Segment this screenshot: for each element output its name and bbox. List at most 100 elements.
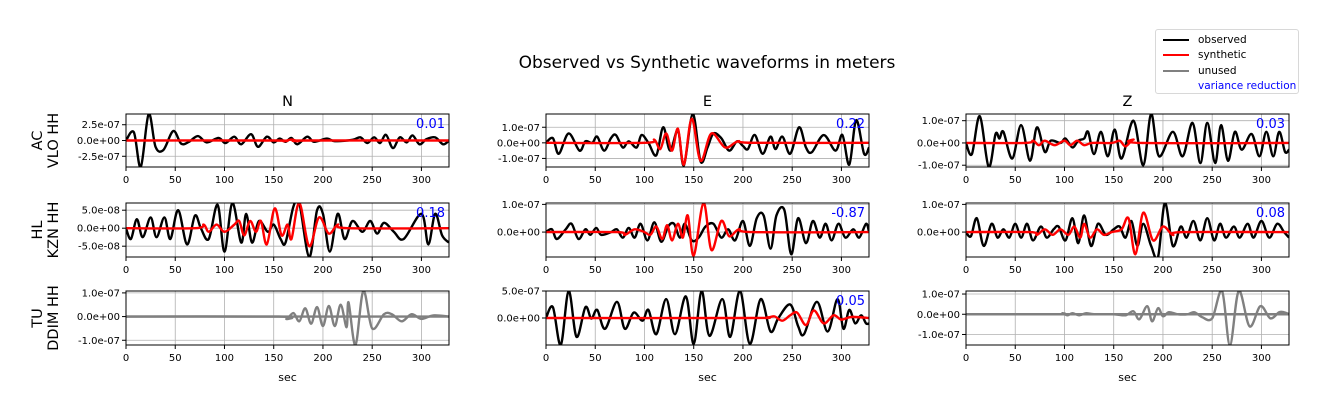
panel-ac-n: 2.5e-07 0.0e+00 -2.5e-07 0 50 100 150 200 250 300… (77, 113, 450, 186)
row-label-ac: AC VLO HH (30, 113, 62, 168)
legend-label-observed: observed (1198, 33, 1247, 46)
x-tick-label: 250 (363, 353, 382, 364)
legend-label-variance-reduction: variance reduction (1198, 80, 1297, 93)
x-tick-label: 100 (215, 265, 234, 276)
x-tick-label: 100 (635, 175, 654, 186)
y-tick-label: -1.0e-07 (498, 154, 540, 165)
x-tick-label: 150 (264, 265, 283, 276)
x-tick-label: 300 (1252, 353, 1271, 364)
y-tick-label: -2.5e-07 (78, 152, 120, 163)
y-tick-label: 0.0e+00 (497, 314, 540, 325)
x-tick-label: 100 (1055, 353, 1074, 364)
variance-reduction-label: 0.08 (1256, 206, 1285, 221)
panel-hl-n: 5.0e-08 0.0e+00 -5.0e-08 0 50 100 150 200 250 300… (77, 202, 450, 276)
y-tick-label: 0.0e+00 (77, 312, 120, 323)
variance-reduction-label: 0.01 (416, 117, 445, 132)
panel-frame (545, 202, 870, 258)
y-tick-label: 0.0e+00 (77, 136, 120, 147)
column-title-z: Z (1123, 94, 1133, 110)
x-tick-label: 300 (412, 265, 431, 276)
x-tick-label: 50 (169, 175, 182, 186)
x-tick-label: 150 (1104, 353, 1123, 364)
x-tick-label: 150 (1104, 175, 1123, 186)
x-tick-label: 250 (783, 353, 802, 364)
x-tick-label: 300 (832, 175, 851, 186)
observed-trace (546, 205, 869, 256)
row-label-hl: HL KZN HH (30, 202, 62, 259)
row-station-label: VLO HH (46, 113, 62, 168)
y-tick-label: 0.0e+00 (497, 138, 540, 149)
variance-reduction-label: 0.03 (1256, 117, 1285, 132)
y-tick-label: 0.0e+00 (497, 228, 540, 239)
row-network-label: HL (30, 221, 46, 240)
x-tick-label: 300 (832, 265, 851, 276)
x-tick-label: 250 (783, 265, 802, 276)
x-tick-label: 50 (169, 265, 182, 276)
x-tick-label: 200 (313, 265, 332, 276)
x-tick-label: 200 (1153, 175, 1172, 186)
x-tick-label: 100 (635, 353, 654, 364)
x-tick-label: 150 (264, 353, 283, 364)
variance-reduction-label: 0.22 (836, 117, 865, 132)
x-tick-label: 200 (733, 265, 752, 276)
x-tick-label: 150 (684, 265, 703, 276)
x-axis-label: sec (698, 371, 717, 384)
observed-trace (126, 203, 449, 257)
x-tick-label: 100 (215, 175, 234, 186)
panel-hl-z: 1.0e-07 0.0e+00 0 50 100 150 200 250 300 0.08 (917, 200, 1290, 276)
row-label-tu: TU DDIM HH (30, 285, 62, 351)
synthetic-trace (126, 203, 449, 248)
row-network-label: TU (30, 308, 46, 328)
x-tick-label: 300 (1252, 175, 1271, 186)
y-tick-label: 1.0e-07 (82, 288, 120, 299)
x-tick-label: 200 (733, 353, 752, 364)
observed-trace (966, 203, 1289, 257)
y-tick-label: 1.0e-07 (922, 200, 960, 211)
x-tick-label: 100 (215, 353, 234, 364)
x-tick-label: 100 (635, 265, 654, 276)
x-tick-label: 200 (313, 353, 332, 364)
x-tick-label: 0 (963, 265, 969, 276)
y-tick-label: -5.0e-08 (78, 242, 120, 253)
variance-reduction-label: 0.05 (836, 294, 865, 309)
unused-observed-trace (126, 291, 449, 345)
x-tick-label: 300 (832, 353, 851, 364)
panel-frame (965, 202, 1290, 258)
row-network-label: AC (30, 131, 46, 151)
x-tick-label: 300 (412, 353, 431, 364)
x-tick-label: 50 (589, 175, 602, 186)
legend-swatch-observed (1163, 38, 1189, 41)
figure-title: Observed vs Synthetic waveforms in meter… (519, 53, 896, 73)
panel-frame (545, 113, 870, 168)
legend-item-variance-reduction: variance reduction (1156, 79, 1298, 95)
row-station-label: KZN HH (46, 202, 62, 259)
legend-item-synthetic: synthetic (1156, 48, 1298, 64)
x-tick-label: 0 (123, 265, 129, 276)
unused-observed-trace (966, 291, 1289, 345)
x-tick-label: 0 (543, 353, 549, 364)
x-tick-label: 0 (123, 353, 129, 364)
panel-tu-n: 1.0e-07 0.0e+00 -1.0e-070 50 100 150 200 250 300 (77, 288, 450, 364)
y-tick-label: 5.0e-08 (82, 206, 120, 217)
variance-reduction-label: -0.87 (831, 206, 865, 221)
x-tick-label: 100 (1055, 265, 1074, 276)
y-tick-label: -1.0e-07 (918, 330, 960, 341)
y-tick-label: 1.0e-07 (922, 290, 960, 301)
panel-frame (965, 113, 1290, 168)
x-tick-label: 100 (1055, 175, 1074, 186)
x-tick-label: 0 (123, 175, 129, 186)
x-tick-label: 300 (412, 175, 431, 186)
y-tick-label: 0.0e+00 (917, 138, 960, 149)
x-tick-label: 0 (963, 353, 969, 364)
legend: observed synthetic unused variance reduc… (1155, 29, 1299, 94)
y-tick-label: 1.0e-07 (502, 200, 540, 211)
x-axis-label: sec (1118, 371, 1137, 384)
panel-tu-e: 5.0e-07 0.0e+00 0 50 100 150 200 250 300 0.05 (497, 287, 870, 364)
x-tick-label: 300 (1252, 265, 1271, 276)
x-tick-label: 50 (589, 353, 602, 364)
x-tick-label: 150 (684, 175, 703, 186)
x-tick-label: 150 (684, 353, 703, 364)
x-tick-label: 200 (313, 175, 332, 186)
synthetic-trace (546, 203, 869, 257)
